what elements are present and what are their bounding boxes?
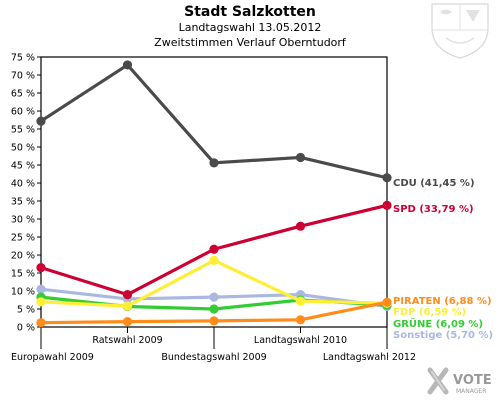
data-point [295, 221, 306, 231]
data-point [36, 116, 46, 126]
logo-text-bottom: MANAGER [456, 388, 486, 395]
axes: 0 % 5 % 10 % 15 % 20 % 25 % 30 % 35 % 40 % 45 % 50… [11, 53, 416, 364]
x-tick-label: Bundestagswahl 2009 [161, 352, 266, 363]
end-label: CDU (41,45 %) [393, 178, 475, 189]
data-point [382, 173, 392, 183]
data-point [209, 158, 219, 168]
end-label: Sonstige (5,70 %) [393, 330, 493, 341]
x-tick-label: Landtagswahl 2010 [254, 335, 347, 346]
data-point [122, 301, 133, 311]
y-tick-label: 70 % [11, 71, 35, 82]
y-tick-label: 35 % [11, 197, 35, 208]
chart-title: Stadt Salzkotten [184, 4, 316, 20]
y-tick-label: 20 % [11, 251, 35, 262]
y-tick-label: 10 % [11, 287, 35, 298]
data-point [295, 152, 306, 163]
data-point [209, 304, 219, 314]
y-tick-label: 5 % [17, 305, 35, 316]
data-point [36, 297, 46, 307]
data-point [122, 317, 133, 327]
y-tick-label: 15 % [11, 269, 35, 280]
data-point [295, 315, 306, 325]
data-point [295, 296, 306, 306]
data-point [209, 244, 219, 254]
data-point [122, 290, 133, 300]
y-tick-label: 75 % [11, 53, 35, 64]
data-point [209, 316, 219, 326]
x-tick-label: Europawahl 2009 [11, 352, 94, 363]
y-tick-label: 65 % [11, 89, 35, 100]
y-tick-label: 40 % [11, 179, 35, 190]
chart-subtitle-2: Zweitstimmen Verlauf Oberntudorf [154, 36, 347, 49]
x-tick-label: Ratswahl 2009 [92, 335, 162, 346]
chart-subtitle: Landtagswahl 13.05.2012 [179, 21, 322, 34]
coat-of-arms-icon [431, 3, 489, 59]
end-label: FDP (6,59 %) [393, 307, 466, 318]
logo-text-top: VOTE [453, 373, 492, 388]
end-labels: CDU (41,45 %) SPD (33,79 %) PIRATEN (6,88 … [393, 178, 493, 341]
y-tick-label: 60 % [11, 107, 35, 118]
series-cdu [36, 60, 392, 183]
y-tick-label: 25 % [11, 233, 35, 244]
end-label: SPD (33,79 %) [393, 204, 474, 215]
data-point [36, 318, 46, 328]
votemanager-logo: VOTE MANAGER [427, 367, 492, 395]
data-point [122, 60, 133, 70]
y-tick-label: 30 % [11, 215, 35, 226]
end-label: PIRATEN (6,88 %) [393, 296, 492, 307]
data-point [36, 263, 46, 273]
data-point [209, 255, 219, 265]
y-tick-label: 55 % [11, 125, 35, 136]
end-label: GRÜNE (6,09 %) [393, 316, 483, 330]
series-piraten [36, 297, 392, 328]
data-point [36, 284, 46, 294]
data-point [382, 297, 392, 307]
data-point [382, 200, 392, 210]
y-tick-label: 45 % [11, 161, 35, 172]
data-point [209, 292, 219, 302]
series-spd [36, 200, 392, 300]
vote-x-icon [427, 367, 449, 395]
x-tick-label: Landtagswahl 2012 [323, 352, 416, 363]
series-layer [36, 60, 392, 328]
y-tick-label: 0 % [17, 323, 35, 334]
plot-area-frame [40, 56, 388, 328]
y-tick-label: 50 % [11, 143, 35, 154]
